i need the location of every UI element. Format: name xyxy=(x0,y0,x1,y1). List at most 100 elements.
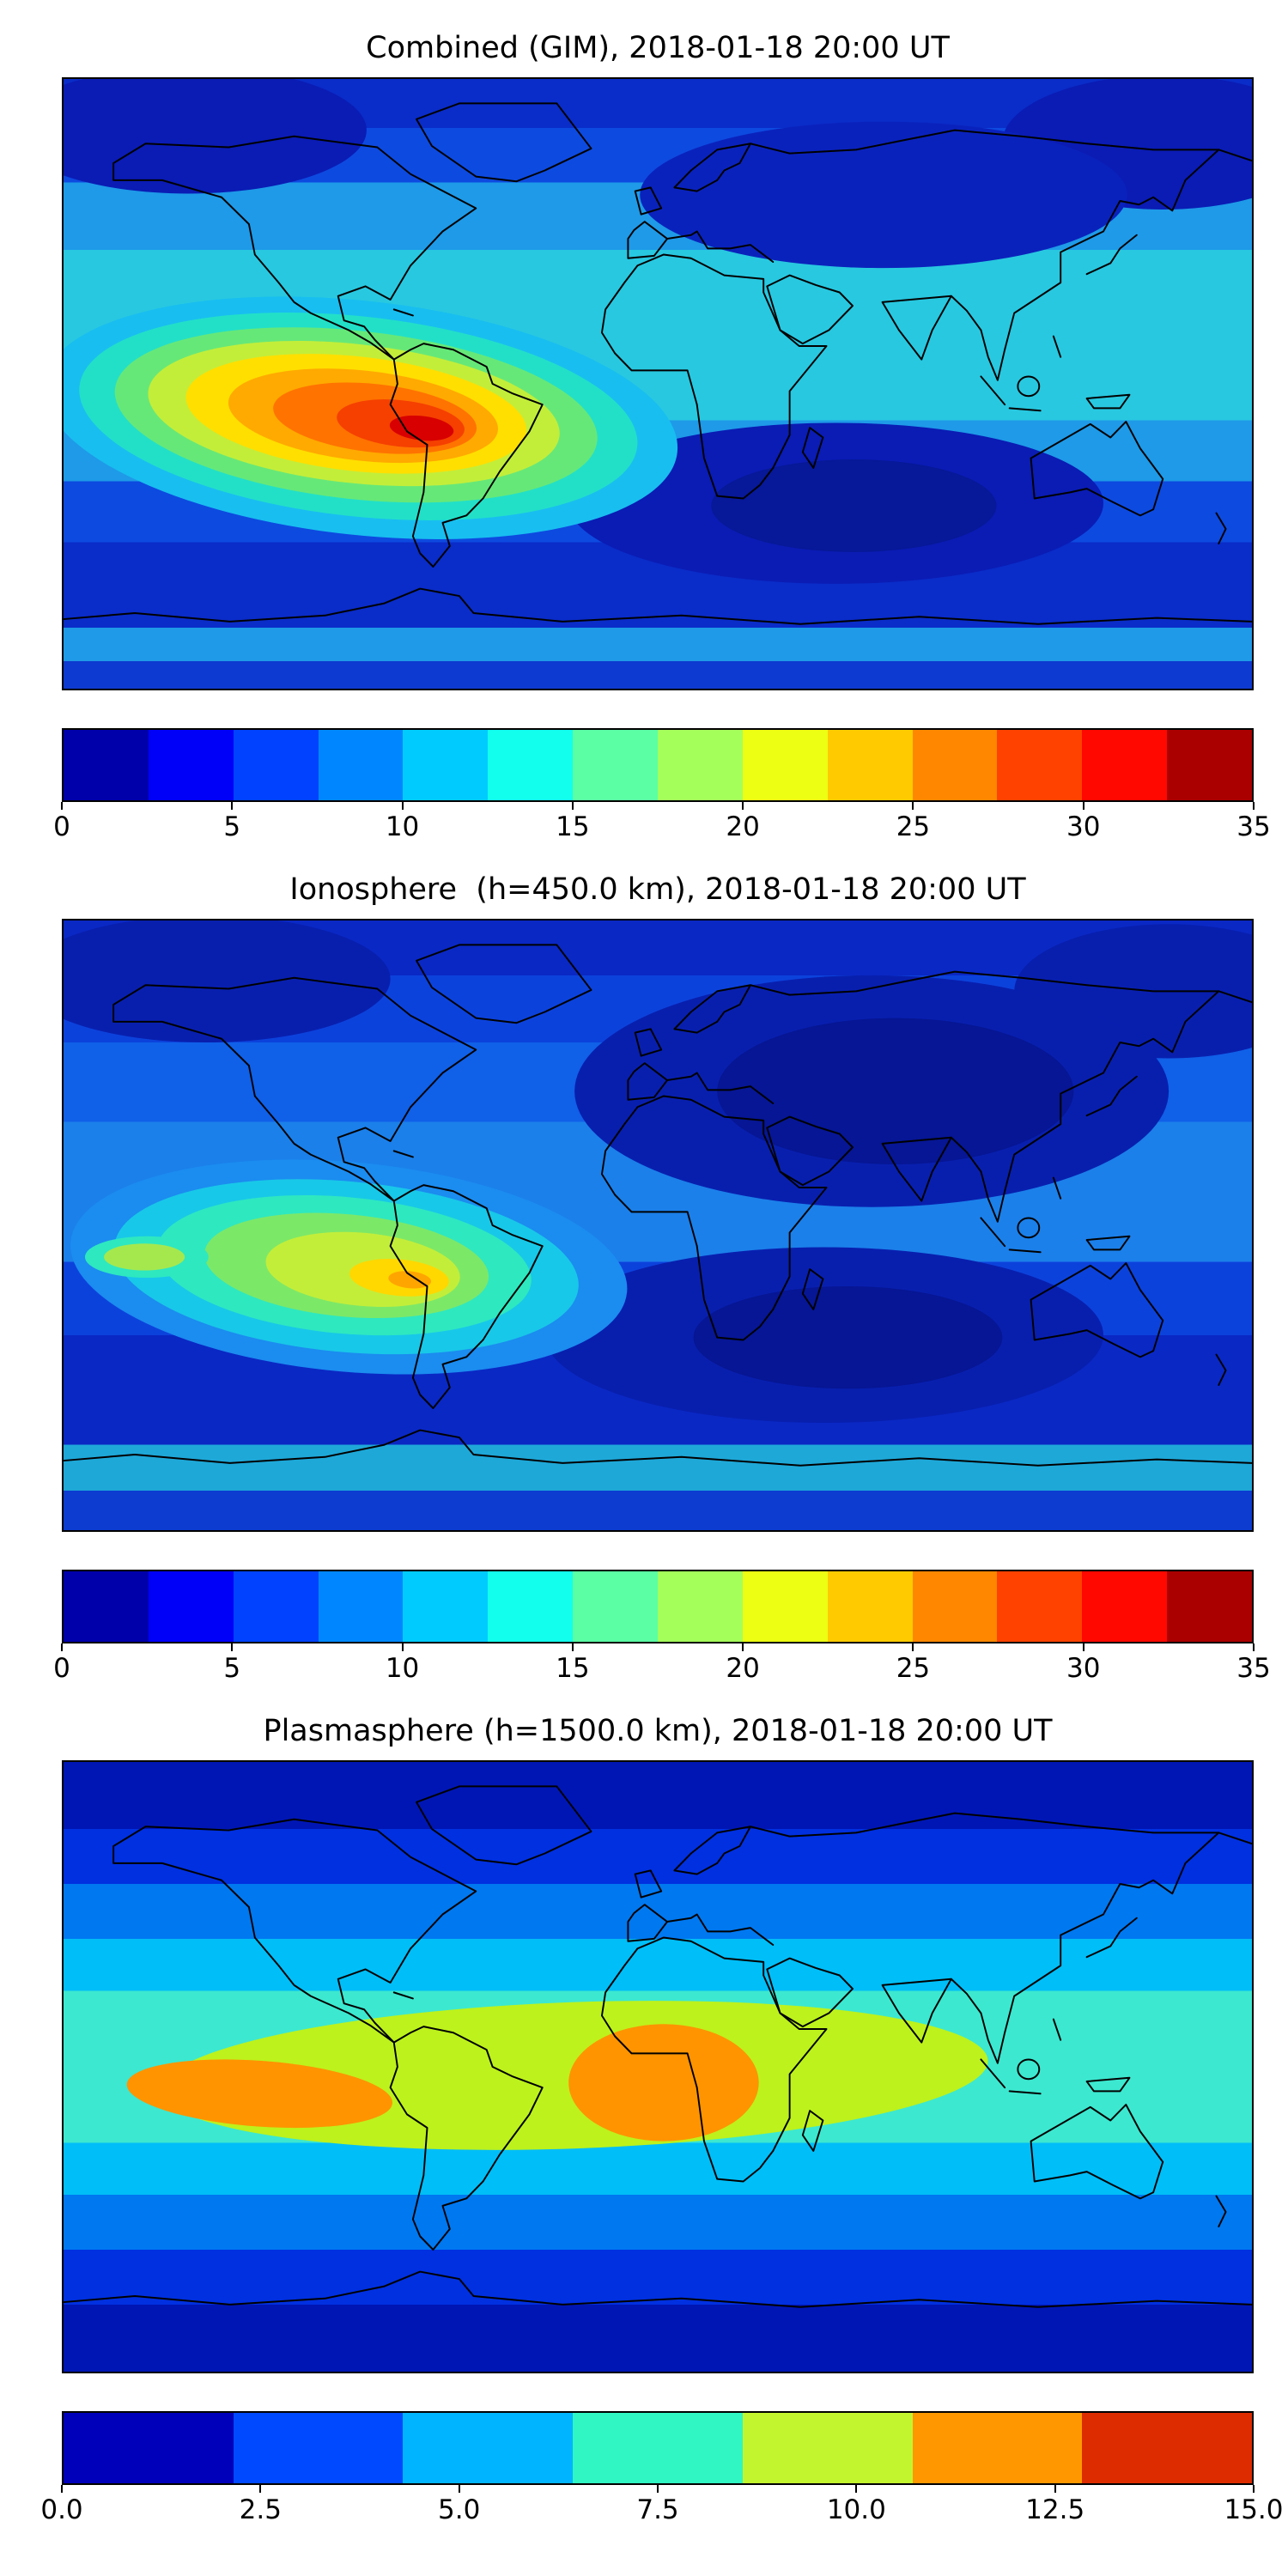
colorbar-segment xyxy=(1167,730,1253,800)
colorbar-tick-label: 25 xyxy=(896,1653,931,1684)
colorbar-segment xyxy=(318,1571,404,1642)
panel-title-ionosphere: Ionosphere (h=450.0 km), 2018-01-18 20:0… xyxy=(289,872,1026,907)
colorbar-tick-mark xyxy=(1253,2485,1255,2493)
colorbar-tick-label: 25 xyxy=(896,811,931,842)
colorbar-tick-label: 5 xyxy=(223,1653,241,1684)
colorbar-tick-label: 30 xyxy=(1066,1653,1101,1684)
colorbar-tick-mark xyxy=(61,802,63,810)
colorbar-segment xyxy=(318,730,404,800)
colorbar-tick-mark xyxy=(571,802,574,810)
colorbar-segment xyxy=(658,730,743,800)
colorbar-segment xyxy=(64,1571,149,1642)
colorbar-plasmasphere xyxy=(62,2411,1254,2485)
colorbar-tick-mark xyxy=(231,802,234,810)
colorbar-tick-mark xyxy=(401,1643,404,1651)
colorbar-tick-mark xyxy=(231,1643,234,1651)
colorbar-segment xyxy=(403,1571,489,1642)
low-tec-regions xyxy=(64,79,1252,584)
colorbar-segment xyxy=(64,2413,234,2483)
colorbar-tick-mark xyxy=(259,2485,262,2493)
colorbar-segment xyxy=(912,730,998,800)
colorbar-tick-label: 12.5 xyxy=(1025,2494,1085,2525)
colorbar-tick-label: 10.0 xyxy=(826,2494,886,2525)
colorbar-tick-label: 0.0 xyxy=(40,2494,83,2525)
colorbar-segment xyxy=(912,2413,1083,2483)
colorbar-segment xyxy=(997,1571,1083,1642)
map-ionosphere xyxy=(62,919,1254,1532)
colorbar-segment xyxy=(488,730,574,800)
colorbar-tick-label: 10 xyxy=(385,1653,420,1684)
colorbar-tick-mark xyxy=(1082,802,1084,810)
map-plasmasphere xyxy=(62,1760,1254,2373)
map-combined xyxy=(62,77,1254,690)
colorbar-combined xyxy=(62,728,1254,802)
colorbar-tick-label: 2.5 xyxy=(239,2494,282,2525)
colorbar-segment xyxy=(403,730,489,800)
colorbar-tick-label: 15.0 xyxy=(1224,2494,1284,2525)
colorbar-tick-label: 5 xyxy=(223,811,241,842)
colorbar-tick-mark xyxy=(742,1643,744,1651)
colorbar-ionosphere xyxy=(62,1570,1254,1643)
colorbar-tick-label: 0 xyxy=(53,1653,70,1684)
colorbar-tick-mark xyxy=(912,1643,914,1651)
colorbar-segment xyxy=(148,730,234,800)
colorbar-tick-mark xyxy=(1054,2485,1056,2493)
colorbar-segment xyxy=(742,730,828,800)
colorbar-segment xyxy=(403,2413,574,2483)
colorbar-segment xyxy=(233,1571,319,1642)
colorbar-tick-mark xyxy=(1082,1643,1084,1651)
colorbar-tick-label: 20 xyxy=(726,811,760,842)
panel-title-combined: Combined (GIM), 2018-01-18 20:00 UT xyxy=(366,31,950,65)
panel-title-plasmasphere: Plasmasphere (h=1500.0 km), 2018-01-18 2… xyxy=(263,1714,1053,1748)
colorbar-tick-label: 15 xyxy=(556,811,590,842)
colorbar-tick-mark xyxy=(401,802,404,810)
tec-hotspot xyxy=(64,296,678,539)
colorbar-tick-mark xyxy=(855,2485,858,2493)
colorbar-tick-mark xyxy=(657,2485,659,2493)
low-tec-regions xyxy=(64,920,1252,1424)
colorbar-segment xyxy=(488,1571,574,1642)
colorbar-segment xyxy=(1167,1571,1253,1642)
colorbar-tick-mark xyxy=(61,2485,63,2493)
colorbar-segment xyxy=(912,1571,998,1642)
secondary-patch xyxy=(84,1236,209,1279)
colorbar-segment xyxy=(827,730,913,800)
colorbar-tick-mark xyxy=(61,1643,63,1651)
map-plot-combined xyxy=(64,79,1252,689)
colorbar-tick-label: 5.0 xyxy=(438,2494,481,2525)
colorbar-segment xyxy=(1082,2413,1253,2483)
colorbar-tick-mark xyxy=(458,2485,460,2493)
colorbar-tick-label: 20 xyxy=(726,1653,760,1684)
colorbar-ticks-combined: 0 5 10 15 20 25 30 35 xyxy=(53,802,1271,847)
panel-plasmasphere: Plasmasphere (h=1500.0 km), 2018-01-18 2… xyxy=(0,1688,1288,2530)
colorbar-tick-label: 35 xyxy=(1236,811,1271,842)
colorbar-tick-mark xyxy=(742,802,744,810)
colorbar-segment xyxy=(827,1571,913,1642)
colorbar-tick-label: 0 xyxy=(53,811,70,842)
colorbar-tick-label: 35 xyxy=(1236,1653,1271,1684)
colorbar-tick-mark xyxy=(912,802,914,810)
colorbar-segment xyxy=(148,1571,234,1642)
colorbar-segment xyxy=(658,1571,743,1642)
plasmasphere-band xyxy=(126,2001,988,2150)
colorbar-ticks-ionosphere: 0 5 10 15 20 25 30 35 xyxy=(53,1643,1271,1688)
colorbar-tick-label: 7.5 xyxy=(636,2494,679,2525)
colorbar-segment xyxy=(1082,730,1168,800)
colorbar-tick-mark xyxy=(1253,1643,1255,1651)
colorbar-segment xyxy=(1082,1571,1168,1642)
colorbar-segment xyxy=(233,2413,404,2483)
colorbar-segment xyxy=(64,730,149,800)
colorbar-tick-mark xyxy=(1253,802,1255,810)
colorbar-segment xyxy=(742,1571,828,1642)
colorbar-segment xyxy=(573,1571,659,1642)
map-plot-plasmasphere xyxy=(64,1762,1252,2372)
map-plot-ionosphere xyxy=(64,920,1252,1530)
colorbar-tick-label: 10 xyxy=(385,811,420,842)
panel-combined: Combined (GIM), 2018-01-18 20:00 UT xyxy=(0,5,1288,847)
colorbar-segment xyxy=(573,730,659,800)
colorbar-tick-mark xyxy=(571,1643,574,1651)
colorbar-segment xyxy=(997,730,1083,800)
colorbar-segment xyxy=(233,730,319,800)
colorbar-ticks-plasmasphere: 0.0 2.5 5.0 7.5 10.0 12.5 15.0 xyxy=(40,2485,1284,2530)
